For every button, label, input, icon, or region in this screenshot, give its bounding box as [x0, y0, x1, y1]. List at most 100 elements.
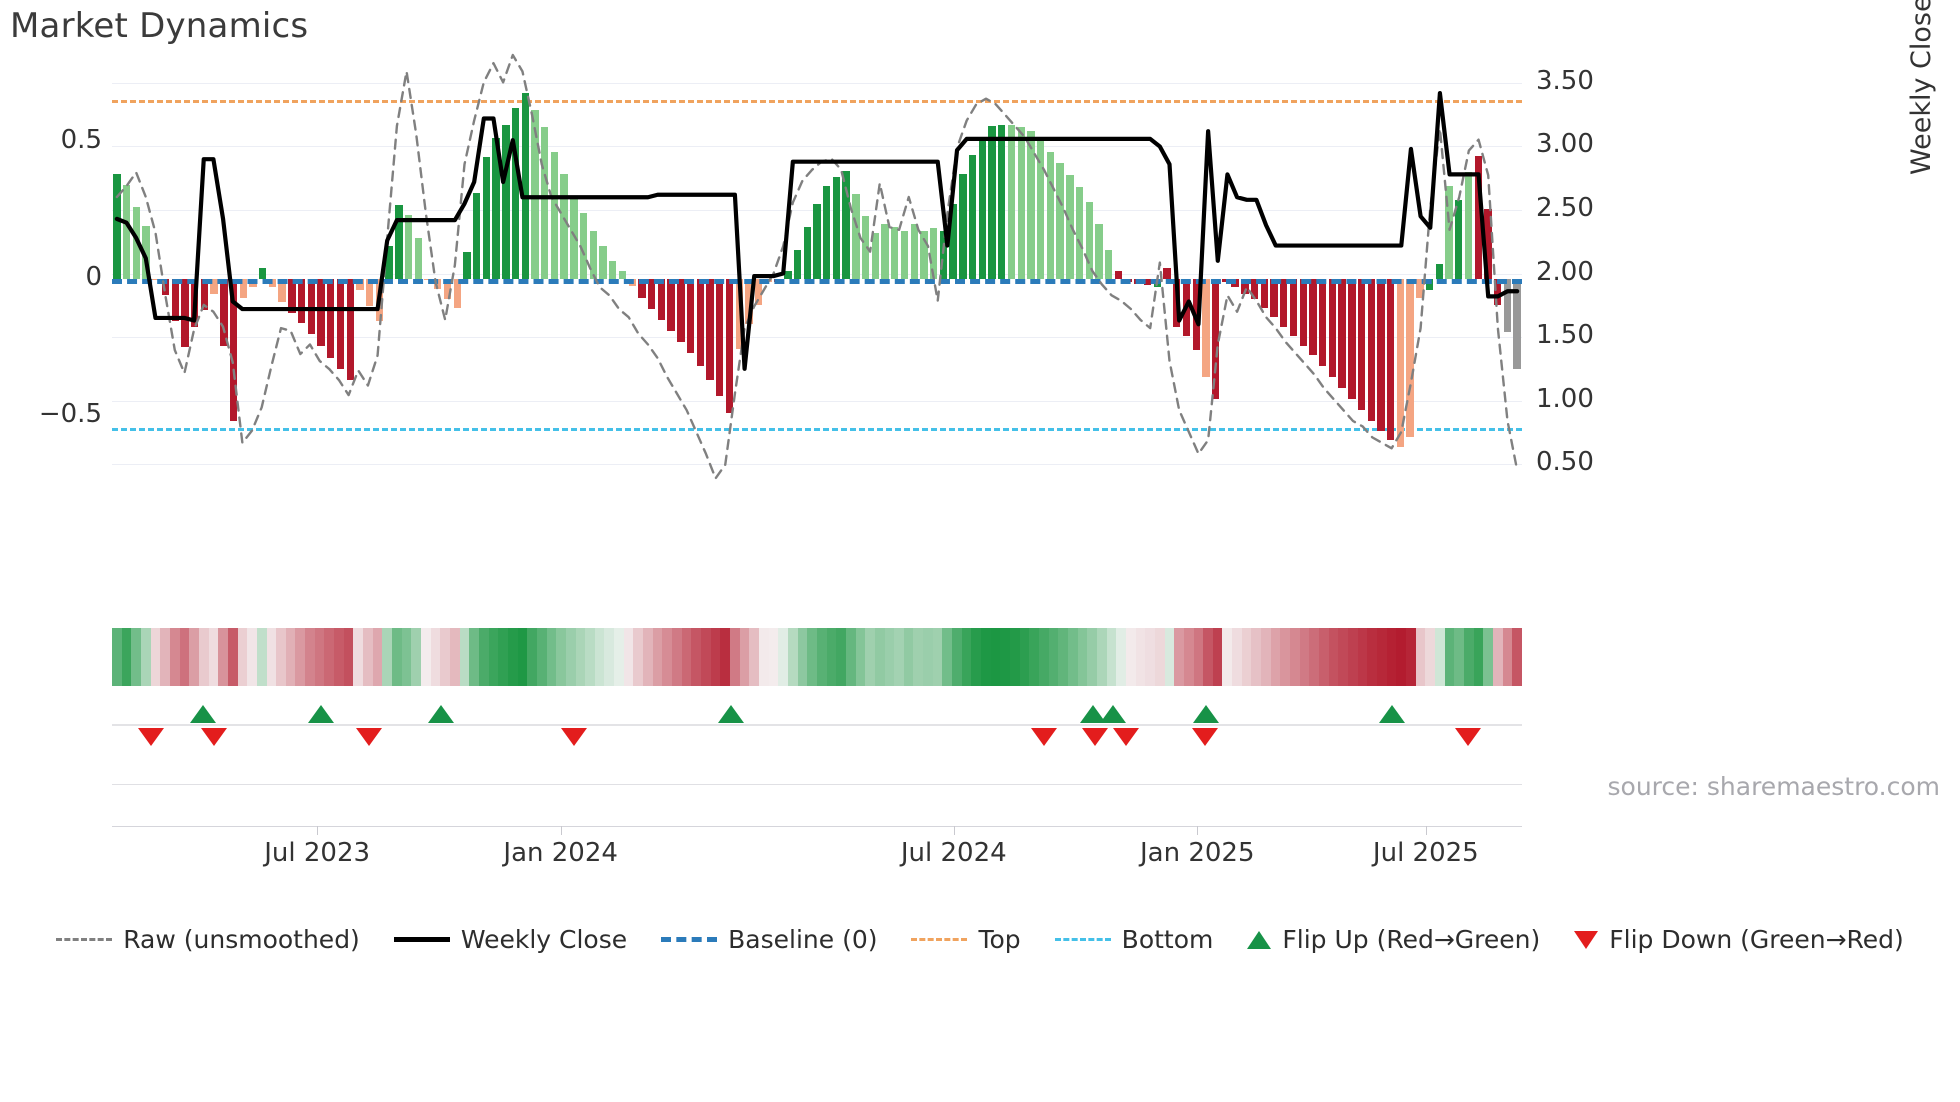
legend-item-label: Raw (unsmoothed) [123, 925, 360, 954]
bar [929, 228, 938, 279]
heatmap-cell [633, 628, 644, 686]
bar [1484, 209, 1492, 279]
bar [1348, 278, 1356, 400]
heatmap-cell [488, 628, 499, 686]
bar [1455, 199, 1463, 279]
y-tick-label-left: −0.5 [38, 398, 102, 429]
bar [1280, 278, 1288, 327]
heatmap-cell [1029, 628, 1039, 686]
heatmap-cell [575, 628, 586, 686]
bar [1464, 172, 1473, 279]
bar [288, 278, 296, 314]
triangle-down-icon [1574, 930, 1599, 949]
bar [793, 250, 802, 279]
heatmap-cell [1106, 628, 1117, 686]
heatmap-cell [421, 628, 431, 686]
legend-item[interactable]: Baseline (0) [661, 925, 877, 954]
heatmap-cell [662, 628, 673, 686]
bar [122, 184, 131, 279]
heatmap-cell [334, 628, 344, 686]
heatmap-cell [1067, 628, 1078, 686]
heatmap-cell [237, 628, 248, 686]
heatmap-cell [169, 628, 180, 686]
bar [502, 124, 510, 279]
page-title: Market Dynamics [10, 6, 309, 46]
heatmap-cell [971, 628, 982, 686]
weekly-close-line [114, 91, 1520, 371]
heatmap-cell [1473, 628, 1484, 686]
bar [677, 278, 685, 342]
bar [463, 251, 471, 279]
bar [1056, 162, 1064, 279]
heatmap-cell [440, 628, 450, 686]
heatmap-cell [903, 628, 914, 686]
reference-line-top [112, 100, 1522, 104]
heatmap-cell [1386, 628, 1397, 686]
legend-item[interactable]: Weekly Close [393, 925, 627, 954]
legend-item-label: Flip Up (Red→Green) [1282, 925, 1541, 954]
flip-up-marker [189, 705, 216, 723]
bar [618, 270, 627, 279]
heatmap-cell [1183, 628, 1194, 686]
bar [521, 93, 529, 279]
bar [998, 124, 1006, 279]
legend-item[interactable]: Top [911, 925, 1021, 954]
bar [541, 127, 549, 279]
bar [307, 278, 316, 334]
heatmap-cell [1087, 628, 1097, 686]
heatmap-cell [478, 628, 489, 686]
reference-line-baseline [112, 278, 1522, 284]
heatmap-cell [1154, 628, 1165, 686]
bar [1416, 278, 1424, 299]
bar [900, 231, 909, 279]
heatmap-cell [401, 628, 412, 686]
heatmap-cell [1270, 628, 1281, 686]
heatmap-cell [720, 628, 730, 686]
heatmap-cell [585, 628, 595, 686]
legend-item[interactable]: Flip Up (Red→Green) [1247, 925, 1540, 954]
heatmap-cell [1463, 628, 1474, 686]
bar [686, 278, 695, 353]
bar [1357, 278, 1366, 411]
heatmap-cell [1415, 628, 1426, 686]
heatmap-cell [1338, 628, 1348, 686]
bar [336, 278, 345, 370]
flip-down-marker [561, 728, 588, 746]
bar [1377, 278, 1385, 431]
chart-legend: Raw (unsmoothed) Weekly Close Baseline (0)… [0, 925, 1960, 954]
bar [667, 278, 675, 331]
heatmap-cell [932, 628, 943, 686]
legend-item[interactable]: Raw (unsmoothed) [56, 925, 360, 954]
heatmap-cell [1328, 628, 1339, 686]
bar [1250, 278, 1259, 300]
bar [220, 278, 228, 346]
bar [638, 278, 646, 299]
heatmap-cell [826, 628, 837, 686]
heatmap-cell [1309, 628, 1320, 686]
heatmap-cell [884, 628, 895, 686]
legend-item[interactable]: Flip Down (Green→Red) [1574, 925, 1904, 954]
bar [210, 278, 218, 294]
heatmap-cell [353, 628, 364, 686]
heatmap-cell [1492, 628, 1503, 686]
bar [1202, 278, 1210, 378]
bar [832, 176, 841, 279]
heatmap-cell [594, 628, 605, 686]
legend-item-label: Flip Down (Green→Red) [1609, 925, 1904, 954]
heatmap-cell [942, 628, 953, 686]
bar [385, 246, 393, 279]
heatmap-cell [1376, 628, 1387, 686]
bar [1075, 187, 1084, 279]
bar [327, 278, 335, 359]
bar [852, 194, 860, 279]
heatmap-cell [797, 628, 808, 686]
heatmap-cell [787, 628, 798, 686]
main-plot-area [112, 53, 1522, 492]
heatmap-cell [768, 628, 779, 686]
heatmap-cell [604, 628, 615, 686]
heatmap-cell [556, 628, 566, 686]
heatmap-cell [701, 628, 711, 686]
bar [910, 224, 918, 279]
legend-item[interactable]: Bottom [1054, 925, 1213, 954]
flip-down-marker [355, 728, 382, 746]
